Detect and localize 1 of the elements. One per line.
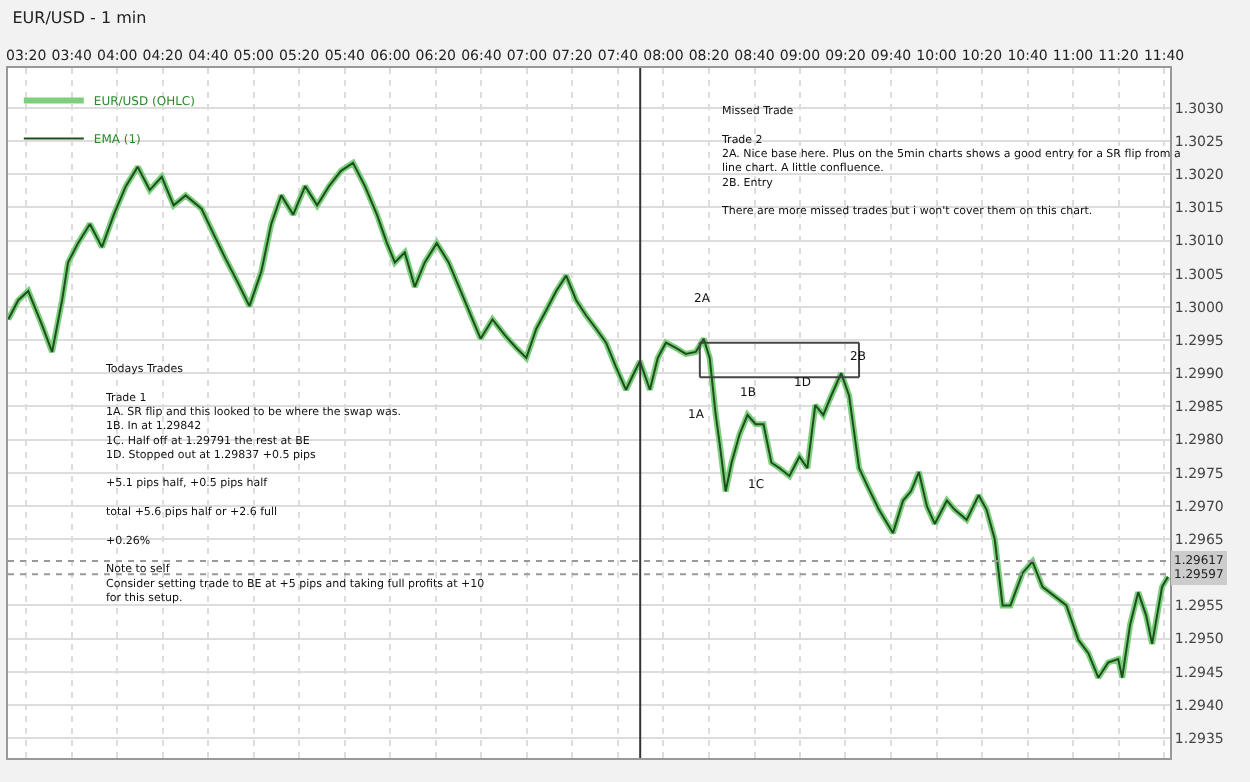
chart-title: EUR/USD - 1 min	[12, 8, 147, 27]
